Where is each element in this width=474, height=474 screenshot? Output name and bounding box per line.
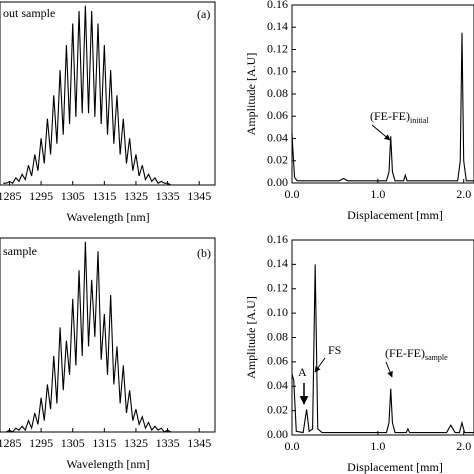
- x-axis-label: Wavelength [nm]: [66, 210, 149, 224]
- x-tick-label: 0.0: [285, 439, 300, 453]
- x-axis-label: Displacement [mm]: [347, 208, 443, 222]
- y-axis-label: Amplitude [A.U]: [244, 296, 258, 379]
- x-tick-label: 1315: [92, 436, 116, 450]
- y-tick-label: 0.06: [267, 354, 288, 368]
- data-line: [292, 264, 474, 434]
- y-tick-label: 0.14: [267, 19, 288, 33]
- y-tick-label: 0.12: [267, 41, 288, 55]
- x-tick-label: 1.0: [370, 439, 385, 453]
- y-tick-label: 0.12: [267, 281, 288, 295]
- data-line: [3, 5, 181, 185]
- x-tick-label: 1325: [124, 436, 148, 450]
- y-tick-label: 0.08: [267, 329, 288, 343]
- x-tick-label: 1345: [187, 189, 211, 203]
- annotation-subscript: sample: [425, 353, 448, 362]
- annotation-text: sample: [3, 244, 37, 258]
- plot-frame: [291, 239, 474, 436]
- arrow: [385, 361, 393, 378]
- x-tick-label: 1335: [156, 436, 180, 450]
- x-tick-label: 1285: [0, 436, 21, 450]
- x-tick-label: 1335: [156, 189, 180, 203]
- y-tick-label: 0.10: [267, 305, 288, 319]
- x-tick-label: 1325: [124, 189, 148, 203]
- y-tick-label: 0.08: [267, 86, 288, 100]
- y-tick-label: 0.04: [267, 378, 288, 392]
- annotation-text: (FE-FE): [385, 346, 425, 360]
- plot-frame: [291, 4, 474, 184]
- x-tick-label: 1295: [29, 436, 53, 450]
- annotation-text: FS: [328, 343, 341, 357]
- annotation: sample: [3, 244, 37, 258]
- x-tick-label: 1315: [92, 189, 116, 203]
- annotation-text: (a): [197, 7, 210, 21]
- x-tick-label: 1.0: [370, 187, 385, 201]
- x-tick-label: 1345: [187, 436, 211, 450]
- x-tick-label: 2.0: [456, 187, 471, 201]
- x-tick-label: 0.0: [285, 187, 300, 201]
- plot-frame: [0, 237, 216, 433]
- y-tick-label: 0.02: [267, 402, 288, 416]
- y-tick-label: 0.16: [267, 232, 288, 246]
- y-axis-label: Amplitude [A.U]: [244, 53, 258, 136]
- y-tick-label: 0.02: [267, 153, 288, 167]
- annotation: (b): [197, 246, 211, 260]
- data-line: [292, 32, 474, 182]
- annotation: (a): [197, 7, 210, 21]
- y-tick-label: 0.06: [267, 108, 288, 122]
- x-tick-label: 2.0: [456, 439, 471, 453]
- annotation-subscript: initial: [410, 116, 429, 125]
- y-tick-label: 0.14: [267, 256, 288, 270]
- annotation: out sample: [3, 6, 55, 20]
- annotation: FS: [328, 343, 341, 357]
- x-tick-label: 1295: [29, 189, 53, 203]
- x-axis-label: Wavelength [nm]: [66, 457, 149, 471]
- x-tick-label: 1305: [61, 436, 85, 450]
- y-tick-label: 0.04: [267, 130, 288, 144]
- annotation: A: [298, 365, 307, 379]
- x-tick-label: 1285: [0, 189, 21, 203]
- annotation-text: (FE-FE): [370, 109, 410, 123]
- plot-frame: [0, 1, 216, 186]
- y-tick-label: 0.10: [267, 64, 288, 78]
- data-line: [3, 241, 181, 432]
- y-tick-label: 0.00: [267, 175, 288, 189]
- y-tick-label: 0.00: [267, 427, 288, 441]
- annotation-text: (b): [197, 246, 211, 260]
- annotation-text: A: [298, 365, 307, 379]
- annotation: (FE-FE)initial: [370, 109, 429, 125]
- x-axis-label: Displacement [mm]: [347, 460, 443, 474]
- arrow: [371, 124, 391, 141]
- annotation-text: out sample: [3, 6, 55, 20]
- y-tick-label: 0.16: [267, 0, 288, 11]
- annotation: (FE-FE)sample: [385, 346, 448, 362]
- x-tick-label: 1305: [61, 189, 85, 203]
